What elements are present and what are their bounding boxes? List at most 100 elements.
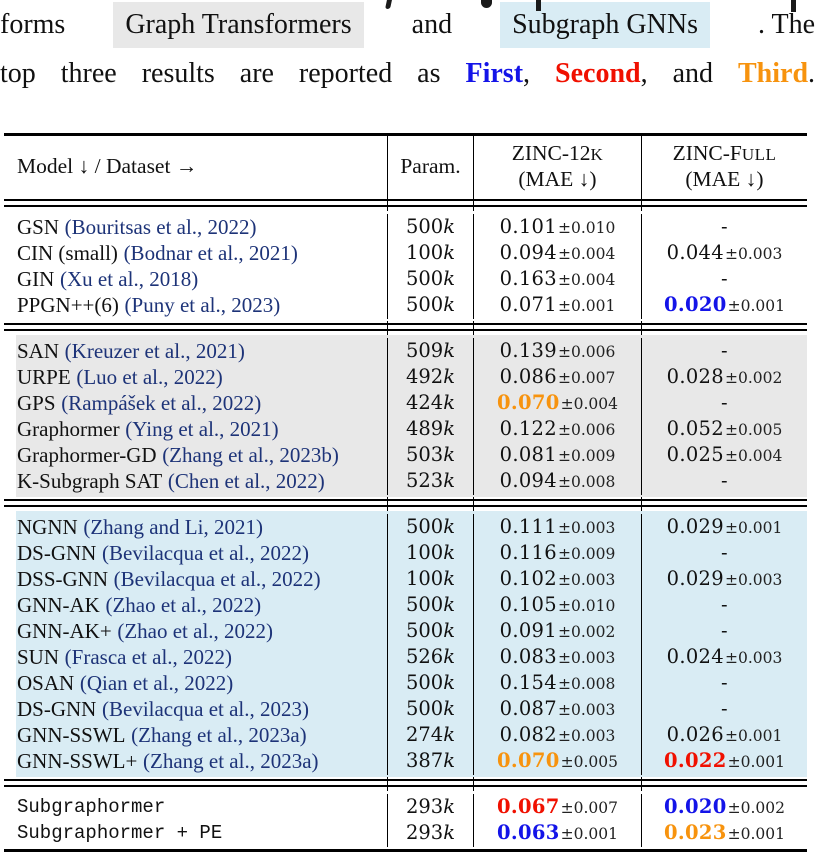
param-cell: 489k <box>388 416 474 443</box>
zinc12k-value-cell: 0.139±0.006 <box>474 338 642 365</box>
param-value: 489 <box>405 417 444 440</box>
citation-link[interactable]: (Bevilacqua et al., 2022) <box>113 567 321 591</box>
mae-value: 0.063 <box>497 821 560 844</box>
model-name: GNN-AK <box>17 593 100 617</box>
mae-value: - <box>721 339 728 362</box>
param-value: 492 <box>405 365 444 388</box>
mae-value: - <box>721 267 728 290</box>
mae-stddev: ±0.003 <box>724 245 783 263</box>
param-cell: 509k <box>388 338 474 365</box>
mae-stddev: ±0.003 <box>557 649 616 667</box>
param-cell: 500k <box>388 696 474 723</box>
zinc12k-value-cell: 0.070±0.005 <box>474 748 642 775</box>
zincfull-value-cell: - <box>642 592 807 619</box>
citation-link[interactable]: (Puny et al., 2023) <box>124 293 281 317</box>
param-value: 500 <box>405 671 444 694</box>
param-cell: 100k <box>388 566 474 593</box>
mae-stddev: ±0.007 <box>557 369 616 387</box>
mae-stddev: ±0.001 <box>727 297 785 315</box>
param-unit: k <box>443 417 456 440</box>
param-value: 500 <box>405 215 444 238</box>
zinc12k-value-cell: 0.102±0.003 <box>474 566 642 593</box>
table-row: DS-GNN (Bevilacqua et al., 2023) 500k 0.0… <box>4 696 807 723</box>
param-unit: k <box>443 749 456 772</box>
mae-stddev: ±0.003 <box>557 701 616 719</box>
param-unit: k <box>443 215 456 238</box>
section-separator <box>4 497 807 511</box>
model-name: K-Subgraph SAT <box>17 469 163 493</box>
rank-separator: , and <box>640 58 738 89</box>
model-name: GSN <box>17 215 60 239</box>
model-name: DS-GNN <box>17 697 97 721</box>
mae-value: 0.070 <box>497 391 560 414</box>
mae-value: - <box>721 671 728 694</box>
param-cell: 503k <box>388 442 474 469</box>
citation-link[interactable]: (Qian et al., 2022) <box>79 671 234 695</box>
citation-link[interactable]: (Zhao et al., 2022) <box>105 593 262 617</box>
header-zinc-12k-metric: (MAE ↓) <box>518 167 597 191</box>
zinc12k-value-cell: 0.071±0.001 <box>474 292 642 319</box>
mae-stddev: ±0.010 <box>557 597 616 615</box>
citation-link[interactable]: (Zhang et al., 2023a) <box>143 749 319 773</box>
table-row: PPGN++(6) (Puny et al., 2023) 500k 0.071±… <box>4 292 807 319</box>
citation-link[interactable]: (Kreuzer et al., 2021) <box>64 339 245 363</box>
mae-value: 0.081 <box>499 443 557 466</box>
zinc12k-value-cell: 0.094±0.008 <box>474 468 642 495</box>
mae-value: 0.020 <box>664 293 727 316</box>
header-zinc-12k-name: ZINC-12K <box>511 141 604 165</box>
mae-value: 0.022 <box>664 749 727 772</box>
citation-link[interactable]: (Zhang and Li, 2021) <box>83 515 263 539</box>
header-model-dataset: Model ↓ / Dataset → <box>4 136 388 197</box>
table-row: DSS-GNN (Bevilacqua et al., 2022) 100k 0.… <box>4 566 807 593</box>
intro-line-2: top three results are reported as First,… <box>0 58 815 90</box>
clipped-line-remnant <box>536 0 541 11</box>
mae-value: 0.025 <box>666 443 724 466</box>
param-value: 500 <box>405 697 444 720</box>
citation-link[interactable]: (Zhang et al., 2023b) <box>162 443 339 467</box>
table-row: GPS (Rampášek et al., 2022) 424k 0.070±0.… <box>4 390 807 417</box>
param-unit: k <box>443 339 456 362</box>
param-unit: k <box>443 391 456 414</box>
mae-value: 0.102 <box>499 567 557 590</box>
model-name: Graphormer <box>17 417 120 441</box>
mae-value: 0.044 <box>666 241 724 264</box>
param-unit: k <box>443 443 456 466</box>
citation-link[interactable]: (Bevilacqua et al., 2022) <box>102 541 310 565</box>
model-name: GIN <box>17 267 55 291</box>
table-row: K-Subgraph SAT (Chen et al., 2022) 523k 0… <box>4 468 807 495</box>
mae-stddev: ±0.003 <box>724 571 783 589</box>
param-cell: 500k <box>388 214 474 241</box>
mae-value: - <box>721 541 728 564</box>
citation-link[interactable]: (Bevilacqua et al., 2023) <box>102 697 310 721</box>
citation-link[interactable]: (Rampášek et al., 2022) <box>61 391 262 415</box>
citation-link[interactable]: (Bodnar et al., 2021) <box>123 241 298 265</box>
citation-link[interactable]: (Xu et al., 2018) <box>59 267 199 291</box>
param-unit: k <box>443 697 456 720</box>
citation-link[interactable]: (Chen et al., 2022) <box>167 469 325 493</box>
mae-stddev: ±0.004 <box>557 271 616 289</box>
model-name: OSAN <box>17 671 75 695</box>
citation-link[interactable]: (Ying et al., 2021) <box>125 417 279 441</box>
param-unit: k <box>443 645 456 668</box>
mae-value: 0.163 <box>499 267 557 290</box>
citation-link[interactable]: (Luo et al., 2022) <box>76 365 223 389</box>
param-cell: 424k <box>388 390 474 417</box>
table-row: Graphormer-GD (Zhang et al., 2023b) 503k … <box>4 442 807 469</box>
zinc12k-value-cell: 0.067±0.007 <box>474 794 642 821</box>
zinc12k-value-cell: 0.154±0.008 <box>474 670 642 697</box>
model-name: DS-GNN <box>17 541 97 565</box>
mae-value: 0.029 <box>666 567 724 590</box>
separator-rule-top <box>4 499 807 501</box>
citation-link[interactable]: (Zhao et al., 2022) <box>117 619 274 643</box>
citation-link[interactable]: (Bouritsas et al., 2022) <box>64 215 257 239</box>
mae-value: 0.091 <box>499 619 557 642</box>
citation-link[interactable]: (Zhang et al., 2023a) <box>131 723 307 747</box>
mae-value: 0.023 <box>664 821 727 844</box>
table-row: GSN (Bouritsas et al., 2022) 500k 0.101±0… <box>4 214 807 241</box>
param-value: 523 <box>405 469 444 492</box>
param-value: 500 <box>405 619 444 642</box>
param-unit: k <box>443 567 456 590</box>
citation-link[interactable]: (Frasca et al., 2022) <box>64 645 233 669</box>
param-unit: k <box>443 241 456 264</box>
mae-value: 0.116 <box>499 541 557 564</box>
